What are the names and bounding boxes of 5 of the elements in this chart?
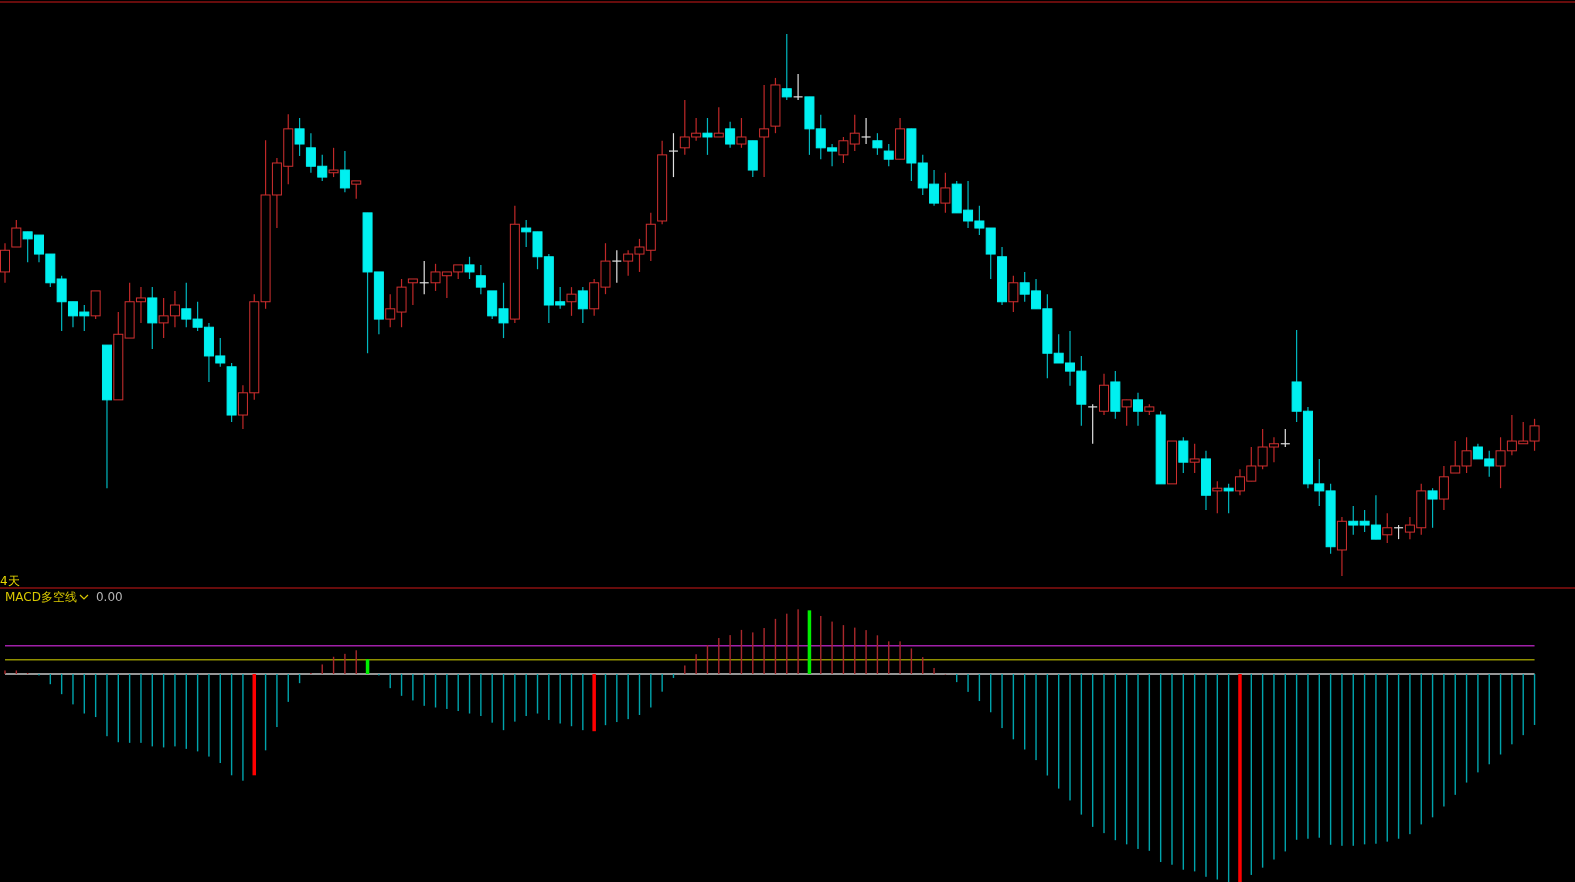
text: 0.00 (95, 590, 123, 604)
bar (1238, 674, 1242, 882)
annotation: 4天 (0, 574, 20, 588)
chart-title: MACD多空线 (5, 590, 77, 604)
bar (592, 674, 596, 732)
